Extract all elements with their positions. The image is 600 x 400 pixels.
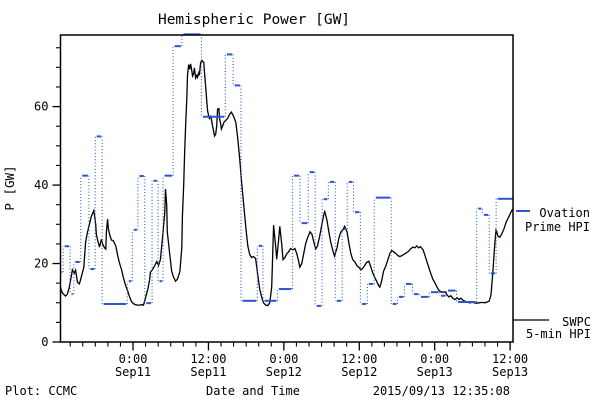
ovation-legend-label-2: Prime HPI (525, 220, 590, 234)
plot-credit: Plot: CCMC (5, 384, 77, 398)
x-tick-date-label: Sep12 (266, 365, 302, 379)
ovation-legend-label: Ovation (539, 206, 590, 220)
ovation-prime-hpi-steps (61, 33, 513, 307)
y-tick-label: 20 (34, 257, 48, 271)
x-tick-time-label: 0:00 (420, 352, 449, 366)
x-tick-date-label: Sep13 (417, 365, 453, 379)
x-tick-time-label: 12:00 (341, 352, 377, 366)
x-axis-title: Date and Time (206, 384, 300, 398)
x-tick-date-label: Sep11 (115, 365, 151, 379)
y-tick-label: 60 (34, 100, 48, 114)
x-axis-ticks: 0:00Sep1112:00Sep110:00Sep1212:00Sep120:… (69, 342, 528, 379)
x-tick-date-label: Sep12 (341, 365, 377, 379)
x-tick-date-label: Sep13 (492, 365, 528, 379)
x-tick-time-label: 0:00 (119, 352, 148, 366)
chart-title: Hemispheric Power [GW] (158, 12, 350, 28)
plot-timestamp: 2015/09/13 12:35:08 (373, 384, 510, 398)
legend-ovation: Ovation Prime HPI (516, 206, 590, 234)
legend-swpc: SWPC 5-min HPI (513, 315, 591, 341)
x-tick-time-label: 12:00 (190, 352, 226, 366)
x-tick-date-label: Sep11 (190, 365, 226, 379)
y-tick-label: 40 (34, 178, 48, 192)
y-axis-label: P [GW] (2, 165, 17, 210)
swpc-5min-hpi-line (59, 58, 514, 307)
x-tick-time-label: 12:00 (492, 352, 528, 366)
swpc-legend-label-2: 5-min HPI (526, 327, 591, 341)
x-tick-time-label: 0:00 (269, 352, 298, 366)
plot-frame (59, 34, 514, 343)
y-tick-label: 0 (41, 335, 48, 349)
swpc-legend-label: SWPC (562, 315, 591, 329)
